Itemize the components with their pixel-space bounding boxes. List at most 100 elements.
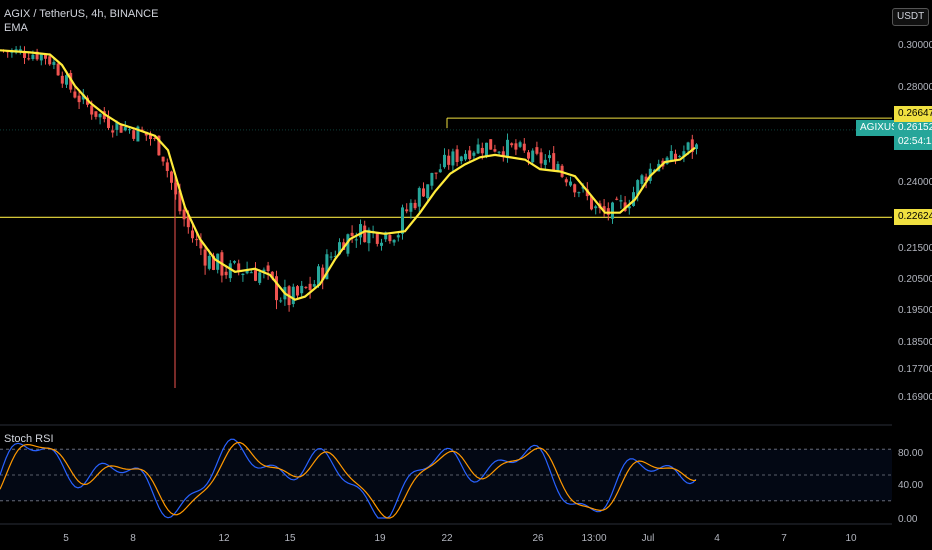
candle xyxy=(228,260,232,283)
candle xyxy=(669,145,673,162)
y-tick-6: 0.18500 xyxy=(898,337,932,348)
candle xyxy=(77,89,81,110)
support-price-badge: 0.22624 xyxy=(894,209,932,225)
candle xyxy=(443,148,446,169)
y-tick-0: 0.30000 xyxy=(898,40,932,51)
candle xyxy=(531,148,535,165)
candle xyxy=(333,250,337,259)
candle xyxy=(422,182,425,197)
candle xyxy=(203,245,207,275)
candle xyxy=(632,186,635,207)
candle xyxy=(501,146,505,162)
candle xyxy=(111,125,115,138)
candle xyxy=(413,199,417,210)
candle xyxy=(300,280,304,299)
candle xyxy=(94,111,98,120)
candle xyxy=(119,124,123,133)
x-tick-8: Jul xyxy=(642,533,655,544)
currency-button[interactable]: USDT xyxy=(892,8,930,26)
candle xyxy=(291,283,295,308)
candle xyxy=(136,125,140,142)
candle xyxy=(220,250,224,283)
candle xyxy=(165,158,169,178)
x-tick-1: 8 xyxy=(130,533,136,544)
candle xyxy=(35,48,39,61)
x-tick-5: 22 xyxy=(441,533,453,544)
candle xyxy=(199,233,203,256)
candle xyxy=(506,133,509,163)
candle xyxy=(573,183,577,198)
candle xyxy=(514,139,518,156)
candle xyxy=(224,266,228,279)
y-tick-2: 0.24000 xyxy=(898,177,932,188)
candle xyxy=(543,154,547,171)
candle xyxy=(396,231,400,242)
candle xyxy=(417,186,421,213)
candle xyxy=(191,222,194,243)
candle xyxy=(98,113,102,125)
candle xyxy=(44,53,47,65)
candle xyxy=(388,233,392,244)
candle xyxy=(476,138,480,155)
candle xyxy=(56,60,60,76)
candle xyxy=(275,270,278,310)
candle xyxy=(510,142,514,148)
candle xyxy=(602,199,606,217)
x-tick-10: 7 xyxy=(781,533,787,544)
candle xyxy=(438,163,442,173)
y-tick-8: 0.16900 xyxy=(898,392,932,403)
candle xyxy=(577,191,581,198)
candle xyxy=(241,273,245,282)
y-tick-3: 0.21500 xyxy=(898,243,932,254)
stoch-tick-1: 40.00 xyxy=(898,480,923,491)
candle xyxy=(317,263,320,288)
candle xyxy=(426,184,430,202)
candle xyxy=(518,140,522,149)
candle xyxy=(451,148,455,172)
candle xyxy=(65,72,68,89)
candle xyxy=(690,134,694,159)
candle xyxy=(447,149,451,170)
last-price-badge: 0.26152 xyxy=(894,120,932,136)
candle xyxy=(312,280,316,288)
candle xyxy=(107,110,110,130)
candle xyxy=(18,45,22,55)
x-tick-3: 15 xyxy=(284,533,296,544)
candle xyxy=(161,156,165,166)
candle xyxy=(321,264,325,290)
resistance-price-badge: 0.26647 xyxy=(894,106,932,122)
candle xyxy=(216,253,220,274)
candle xyxy=(128,127,131,134)
candle xyxy=(434,172,438,180)
candle xyxy=(640,173,644,189)
candle xyxy=(493,144,497,153)
y-tick-1: 0.28000 xyxy=(898,82,932,93)
candle xyxy=(548,150,551,163)
candle xyxy=(459,155,463,165)
candle xyxy=(405,203,409,214)
x-tick-9: 4 xyxy=(714,533,720,544)
stoch-tick-2: 0.00 xyxy=(898,514,918,525)
candle xyxy=(674,149,677,165)
candle xyxy=(296,284,299,300)
candle xyxy=(237,259,241,276)
candle xyxy=(455,145,459,167)
candle xyxy=(522,138,526,153)
candle xyxy=(23,46,26,65)
candle xyxy=(569,176,572,187)
candle xyxy=(73,86,77,99)
candle xyxy=(430,172,434,190)
candle xyxy=(350,225,354,243)
candle xyxy=(619,194,623,209)
candle xyxy=(132,128,136,141)
indicator-label: EMA xyxy=(4,22,28,34)
x-tick-6: 26 xyxy=(532,533,544,544)
candle xyxy=(590,195,593,211)
candle xyxy=(170,170,173,190)
candle xyxy=(329,252,333,261)
candle xyxy=(594,204,598,215)
candle xyxy=(615,196,619,201)
candle xyxy=(174,176,178,200)
candle xyxy=(27,52,31,61)
